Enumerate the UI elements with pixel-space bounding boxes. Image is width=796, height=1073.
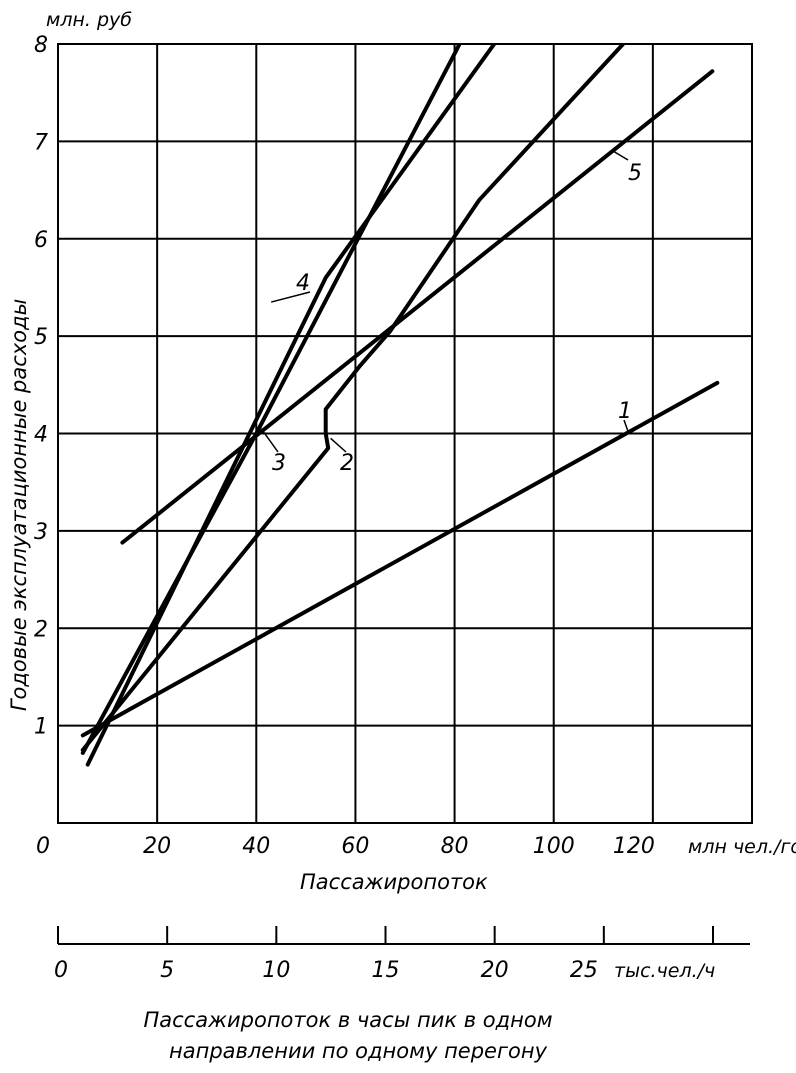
series-line-5 bbox=[120, 69, 715, 545]
secondary-axis-tick-label: 20 bbox=[481, 958, 509, 983]
secondary-axis-title-line1: Пассажиропоток в часы пик в одном bbox=[143, 1008, 552, 1032]
y-tick-label: 6 bbox=[34, 228, 48, 253]
series-label-1: 1 bbox=[618, 399, 632, 424]
secondary-axis-tick-label: 10 bbox=[262, 958, 290, 983]
series-leader-5 bbox=[612, 150, 629, 161]
series-label-4: 4 bbox=[296, 271, 310, 296]
secondary-axis-tick-label: 0 bbox=[54, 958, 68, 983]
series-leader-1 bbox=[623, 419, 629, 432]
series-leader-4 bbox=[270, 291, 311, 303]
grid bbox=[57, 43, 753, 824]
secondary-axis: 0 5 10 15 20 25 bbox=[54, 926, 750, 983]
y-unit-label: млн. руб bbox=[46, 9, 132, 31]
x-tick-label: 40 bbox=[242, 834, 270, 859]
series-line-3 bbox=[85, 44, 497, 767]
y-tick-label: 4 bbox=[34, 423, 48, 448]
y-tick-label: 2 bbox=[34, 617, 48, 642]
y-tick-label: 5 bbox=[34, 325, 48, 350]
x-tick-label: 80 bbox=[441, 834, 469, 859]
series-lines bbox=[80, 44, 720, 767]
series-line-2 bbox=[80, 44, 626, 752]
series-leader-2 bbox=[330, 437, 347, 453]
y-tick-label: 3 bbox=[34, 520, 48, 545]
y-tick-label: 7 bbox=[34, 130, 48, 155]
y-tick-label: 8 bbox=[34, 33, 48, 58]
x-tick-label: 20 bbox=[143, 834, 171, 859]
series-line-1 bbox=[80, 380, 720, 738]
x-tick-label: 120 bbox=[613, 834, 655, 859]
series-leader-3 bbox=[260, 428, 279, 453]
curve-labels: 1 2 3 4 5 bbox=[260, 150, 642, 476]
x-axis-title: Пассажиропоток bbox=[300, 870, 488, 894]
secondary-axis-title-line2: направлении по одному перегону bbox=[169, 1039, 548, 1063]
series-label-2: 2 bbox=[340, 451, 354, 476]
y-axis-title: Годовые эксплуатационные расходы bbox=[7, 299, 31, 711]
series-line-4 bbox=[80, 44, 462, 755]
x-tick-label: 0 bbox=[36, 834, 50, 859]
series-label-3: 3 bbox=[272, 451, 286, 476]
x-tick-label: 100 bbox=[533, 834, 575, 859]
secondary-axis-tick-label: 25 bbox=[570, 958, 598, 983]
secondary-axis-tick-label: 15 bbox=[372, 958, 400, 983]
secondary-axis-tick-label: 5 bbox=[160, 958, 174, 983]
plot-frame bbox=[57, 43, 753, 824]
x-tick-label: 60 bbox=[341, 834, 369, 859]
secondary-axis-unit: тыс.чел./ч bbox=[614, 960, 715, 982]
y-tick-label: 1 bbox=[34, 715, 48, 740]
series-label-5: 5 bbox=[628, 161, 642, 186]
x-unit-label: млн чел./год bbox=[688, 836, 796, 858]
